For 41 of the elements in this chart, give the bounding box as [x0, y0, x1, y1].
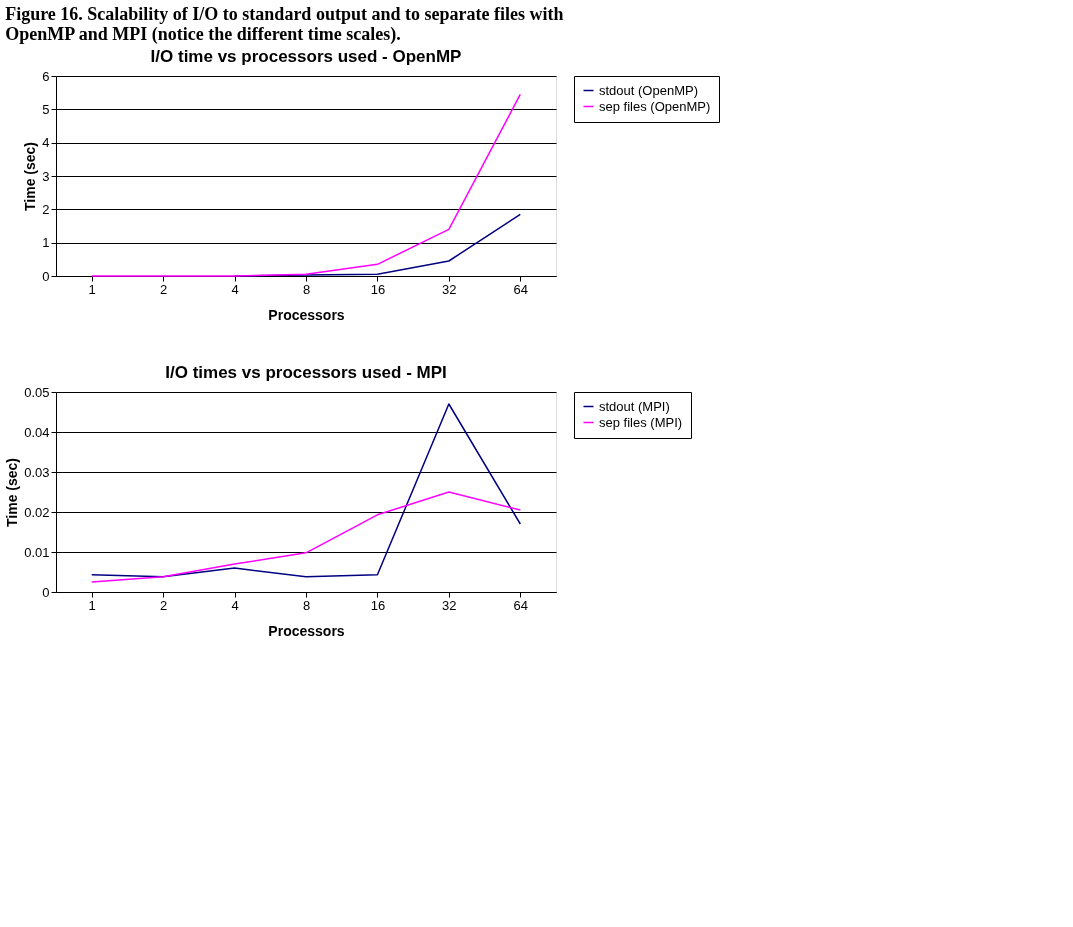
x-tick-label: 64 — [513, 597, 529, 613]
y-tick-label: 2 — [42, 201, 50, 217]
legend-label: stdout (OpenMP) — [599, 82, 698, 98]
legend-label: sep files (OpenMP) — [599, 98, 711, 114]
x-tick-label: 32 — [442, 281, 457, 297]
x-tick-label: 1 — [88, 281, 96, 297]
y-tick-label: 4 — [42, 135, 50, 151]
y-tick-label: 0 — [42, 268, 50, 284]
x-tick-label: 2 — [160, 597, 168, 613]
x-axis-title: Processors — [268, 622, 345, 639]
line-series — [90, 93, 522, 277]
legend-label: sep files (MPI) — [599, 414, 683, 430]
y-tick-label: 0.05 — [24, 384, 50, 400]
x-tick-label: 64 — [513, 281, 529, 297]
x-tick-label: 32 — [442, 597, 457, 613]
y-tick-label: 0.01 — [24, 544, 50, 560]
x-tick-label: 16 — [370, 281, 386, 297]
y-axis-title: Time (sec) — [22, 142, 39, 211]
x-tick-label: 8 — [302, 281, 311, 297]
chart-title: I/O time vs processors used - OpenMP — [150, 47, 462, 66]
legend-label: stdout (MPI) — [599, 398, 670, 414]
x-axis-title: Processors — [268, 306, 345, 323]
line-series — [90, 491, 522, 583]
y-tick-label: 0 — [42, 584, 50, 600]
line-series — [90, 403, 522, 578]
y-axis-title: Time (sec) — [4, 458, 21, 527]
y-tick-label: 1 — [42, 235, 50, 251]
y-tick-label: 3 — [42, 168, 50, 184]
x-tick-label: 8 — [302, 597, 311, 613]
x-tick-label: 2 — [160, 281, 168, 297]
y-tick-label: 0.03 — [24, 464, 50, 480]
y-tick-label: 0.04 — [24, 424, 50, 440]
x-tick-label: 4 — [231, 597, 239, 613]
caption: Figure 16. Scalability of I/O to standard output and to separate files with OpenMP and MPI (notice the different time scales). — [5, 3, 564, 45]
x-tick-label: 1 — [88, 597, 96, 613]
x-tick-label: 16 — [370, 597, 386, 613]
x-tick-label: 4 — [231, 281, 239, 297]
y-tick-label: 5 — [42, 101, 50, 117]
y-tick-label: 0.02 — [24, 504, 50, 520]
chart-title: I/O times vs processors used - MPI — [165, 363, 447, 382]
y-tick-label: 6 — [42, 68, 50, 84]
